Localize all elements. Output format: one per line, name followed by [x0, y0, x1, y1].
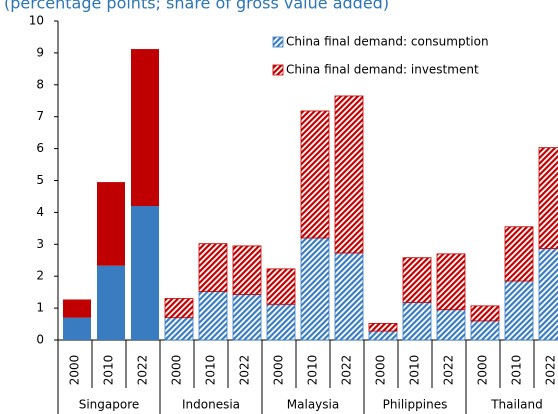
bar-segment	[164, 298, 194, 319]
bar-segment	[470, 305, 500, 322]
bar-segment	[164, 317, 194, 341]
bar-segment	[368, 330, 398, 341]
bar-segment	[504, 280, 534, 341]
bar-segment	[232, 245, 262, 295]
bar-segment	[198, 291, 228, 341]
x-tick-label: 2022	[442, 355, 456, 386]
bar-segment	[63, 317, 91, 340]
bar-segment	[334, 252, 364, 341]
x-tick-label: 2000	[374, 355, 388, 386]
y-tick-label: 7	[36, 109, 44, 123]
x-tick-label: 2010	[102, 355, 116, 386]
bar-segment	[538, 248, 558, 341]
x-tick-label: 2010	[408, 355, 422, 386]
x-tick-label: 2000	[68, 355, 82, 386]
bar-segment	[232, 293, 262, 341]
y-tick-label: 5	[36, 173, 44, 187]
x-tick-label: 2010	[510, 355, 524, 386]
bar-segment	[63, 299, 91, 318]
legend-swatch	[272, 36, 284, 48]
x-tick-label: 2000	[476, 355, 490, 386]
bar-segment	[300, 110, 330, 239]
y-tick-label: 10	[29, 14, 44, 28]
bar-segment	[402, 257, 432, 303]
bar-segment	[131, 49, 159, 207]
y-tick-label: 3	[36, 237, 44, 251]
group-label: Philippines	[383, 398, 448, 412]
bar-segment	[368, 323, 398, 332]
y-tick-label: 1	[36, 301, 44, 315]
legend-label: China final demand: investment	[286, 63, 479, 77]
bar-segment	[504, 226, 534, 282]
x-tick-label: 2022	[544, 355, 558, 386]
bar-segment	[266, 303, 296, 341]
x-tick-label: 2000	[170, 355, 184, 386]
x-tick-label: 2022	[238, 355, 252, 386]
legend-swatch	[272, 64, 284, 76]
legend-label: China final demand: consumption	[286, 35, 489, 49]
x-tick-label: 2010	[306, 355, 320, 386]
bar-segment	[436, 253, 466, 311]
y-tick-label: 4	[36, 205, 44, 219]
y-tick-label: 0	[36, 333, 44, 347]
y-tick-label: 2	[36, 269, 44, 283]
bar-segment	[470, 320, 500, 341]
group-label: Thailand	[490, 398, 543, 412]
chart-subtitle: (percentage points; share of gross value…	[4, 0, 389, 13]
group-label: Malaysia	[287, 398, 339, 412]
bar-segment	[436, 309, 466, 341]
y-tick-label: 6	[36, 141, 44, 155]
bar-segment	[266, 268, 296, 305]
bar-segment	[198, 243, 228, 292]
x-tick-label: 2000	[272, 355, 286, 386]
bar-segment	[97, 265, 125, 340]
group-label: Singapore	[79, 398, 140, 412]
bar-segment	[300, 237, 330, 341]
x-tick-label: 2010	[204, 355, 218, 386]
x-tick-label: 2022	[340, 355, 354, 386]
group-label: Indonesia	[182, 398, 240, 412]
y-tick-label: 9	[36, 45, 44, 59]
bar-segment	[334, 95, 364, 254]
bar-segment	[131, 206, 159, 340]
bar-segment	[97, 182, 125, 266]
x-tick-label: 2022	[136, 355, 150, 386]
bar-segment	[402, 301, 432, 341]
bar-segment	[538, 147, 558, 249]
y-tick-label: 8	[36, 77, 44, 91]
